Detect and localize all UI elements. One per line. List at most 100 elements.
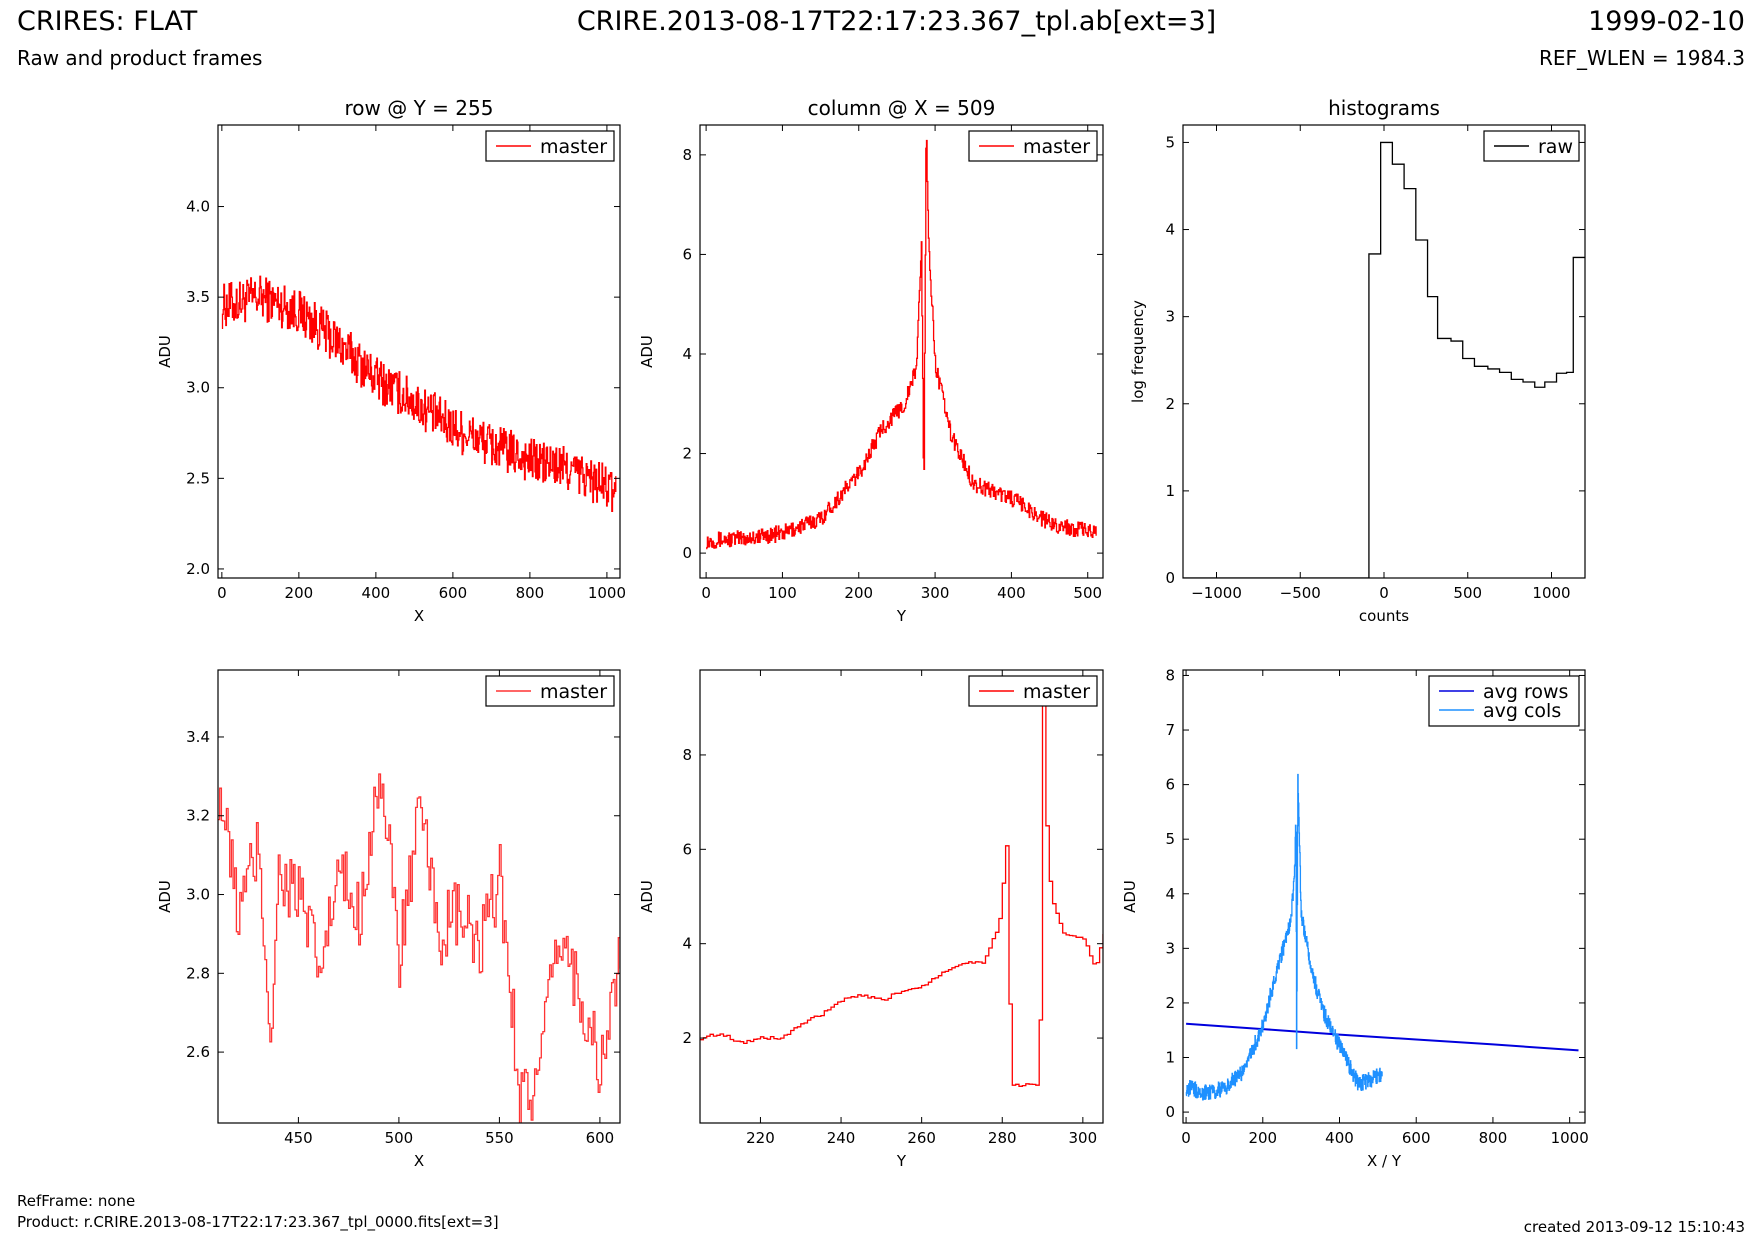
x-axis-label: Y [896, 1152, 907, 1170]
x-tick-label: 500 [385, 1129, 414, 1147]
plot-frame [217, 124, 621, 579]
plot-frame [217, 669, 621, 1124]
x-tick-label: 220 [746, 1129, 775, 1147]
legend-label: master [1023, 681, 1090, 703]
chart-column: 0 100 200 300 400 500 0 2 4 6 8 column @ X = 509 Y AD… [638, 96, 1104, 625]
y-axis-label: ADU [638, 880, 656, 913]
y-tick-label: 3.2 [186, 807, 210, 825]
legend: raw [1483, 130, 1580, 162]
x-tick-label: 800 [1479, 1129, 1508, 1147]
x-tick-label: 1000 [1551, 1129, 1589, 1147]
x-tick-label: 450 [284, 1129, 313, 1147]
series-row_zoom-master [218, 773, 620, 1123]
y-tick-label: 4 [1165, 885, 1175, 903]
y-tick-label: 5 [1165, 133, 1175, 151]
x-axis-label: Y [896, 607, 907, 625]
y-axis-label: log frequency [1129, 300, 1147, 403]
y-tick-label: 0 [1165, 569, 1175, 587]
y-tick-label: 2 [682, 445, 692, 463]
y-tick-label: 6 [682, 840, 692, 858]
x-tick-label: 600 [586, 1129, 615, 1147]
ref-wavelength: REF_WLEN = 1984.3 [1538, 46, 1745, 70]
x-tick-label: 0 [701, 584, 711, 602]
x-tick-label: 260 [907, 1129, 936, 1147]
legend-label: avg cols [1483, 700, 1561, 722]
x-tick-label: 200 [1248, 1129, 1277, 1147]
legend-label: master [540, 681, 607, 703]
y-tick-label: 3.5 [186, 288, 210, 306]
x-tick-label: 400 [362, 584, 391, 602]
x-tick-label: −1000 [1191, 584, 1242, 602]
legend: master [485, 130, 615, 162]
series-row-master [221, 275, 617, 513]
y-tick-label: 5 [1165, 830, 1175, 848]
x-tick-label: 600 [439, 584, 468, 602]
x-tick-label: 200 [285, 584, 314, 602]
series-histograms-raw [1183, 141, 1585, 578]
y-tick-label: 3 [1165, 939, 1175, 957]
y-tick-label: 0 [682, 544, 692, 562]
page-subtitle: Raw and product frames [17, 46, 263, 70]
legend: master [485, 675, 615, 707]
chart-column_zoom: 220 240 260 280 300 2 4 6 8 Y ADU master [638, 669, 1104, 1170]
x-tick-label: 280 [988, 1129, 1017, 1147]
y-axis-label: ADU [1121, 880, 1139, 913]
chart-row_zoom: 450 500 550 600 2.6 2.8 3.0 3.2 3.4 X ADU master [156, 669, 621, 1170]
chart-histograms: −1000 −500 0 500 1000 0 1 2 3 4 5 histograms counts l… [1129, 96, 1586, 625]
legend-label: raw [1538, 136, 1573, 158]
x-tick-label: 400 [997, 584, 1026, 602]
y-tick-label: 1 [1165, 1049, 1175, 1067]
x-tick-label: 600 [1402, 1129, 1431, 1147]
y-tick-label: 3.0 [186, 886, 210, 904]
x-tick-label: 240 [827, 1129, 856, 1147]
plot-frame [699, 124, 1104, 579]
y-tick-label: 2 [1165, 395, 1175, 413]
legend-label: master [1023, 136, 1090, 158]
x-tick-label: 100 [768, 584, 797, 602]
x-tick-label: 1000 [1532, 584, 1570, 602]
y-tick-label: 6 [682, 245, 692, 263]
x-axis-label: X / Y [1367, 1152, 1402, 1170]
chart-row: 0 200 400 600 800 1000 2.0 2.5 3.0 3.5 4.0 row @ Y … [156, 96, 626, 625]
created-label: created 2013-09-12 15:10:43 [1523, 1218, 1745, 1236]
series-averages-avg-rows [1186, 1022, 1579, 1052]
x-tick-label: 550 [485, 1129, 514, 1147]
y-tick-label: 8 [682, 146, 692, 164]
x-tick-label: 0 [1379, 584, 1389, 602]
product-label: Product: r.CRIRE.2013-08-17T22:17:23.367… [17, 1213, 499, 1231]
ref-frame-label: RefFrame: none [17, 1192, 136, 1210]
page-title: CRIRES: FLAT [17, 6, 198, 37]
y-tick-label: 2.6 [186, 1043, 210, 1061]
x-tick-label: 500 [1453, 584, 1482, 602]
x-tick-label: 800 [516, 584, 545, 602]
y-tick-label: 3.4 [186, 728, 210, 746]
x-axis-label: X [414, 1152, 424, 1170]
x-tick-label: −500 [1280, 584, 1321, 602]
y-tick-label: 3 [1165, 308, 1175, 326]
y-axis-label: ADU [156, 335, 174, 368]
plot-frame [1182, 124, 1586, 579]
x-tick-label: 400 [1325, 1129, 1354, 1147]
y-tick-label: 4 [1165, 221, 1175, 239]
file-name: CRIRE.2013-08-17T22:17:23.367_tpl.ab[ext… [576, 6, 1217, 37]
x-axis-label: X [414, 607, 424, 625]
x-tick-label: 200 [844, 584, 873, 602]
plot-frame [699, 669, 1104, 1124]
x-tick-label: 300 [921, 584, 950, 602]
legend: master [968, 675, 1098, 707]
observation-date: 1999-02-10 [1588, 6, 1745, 37]
y-tick-label: 7 [1165, 721, 1175, 739]
legend-box [1428, 675, 1580, 727]
y-tick-label: 8 [1165, 666, 1175, 684]
y-tick-label: 4.0 [186, 198, 210, 216]
y-tick-label: 3.0 [186, 379, 210, 397]
y-tick-label: 1 [1165, 482, 1175, 500]
plot-frame [1182, 669, 1586, 1124]
x-tick-label: 300 [1069, 1129, 1098, 1147]
y-tick-label: 2.0 [186, 560, 210, 578]
y-tick-label: 6 [1165, 776, 1175, 794]
legend: master [968, 130, 1098, 162]
series-column_zoom-master [700, 701, 1103, 1087]
